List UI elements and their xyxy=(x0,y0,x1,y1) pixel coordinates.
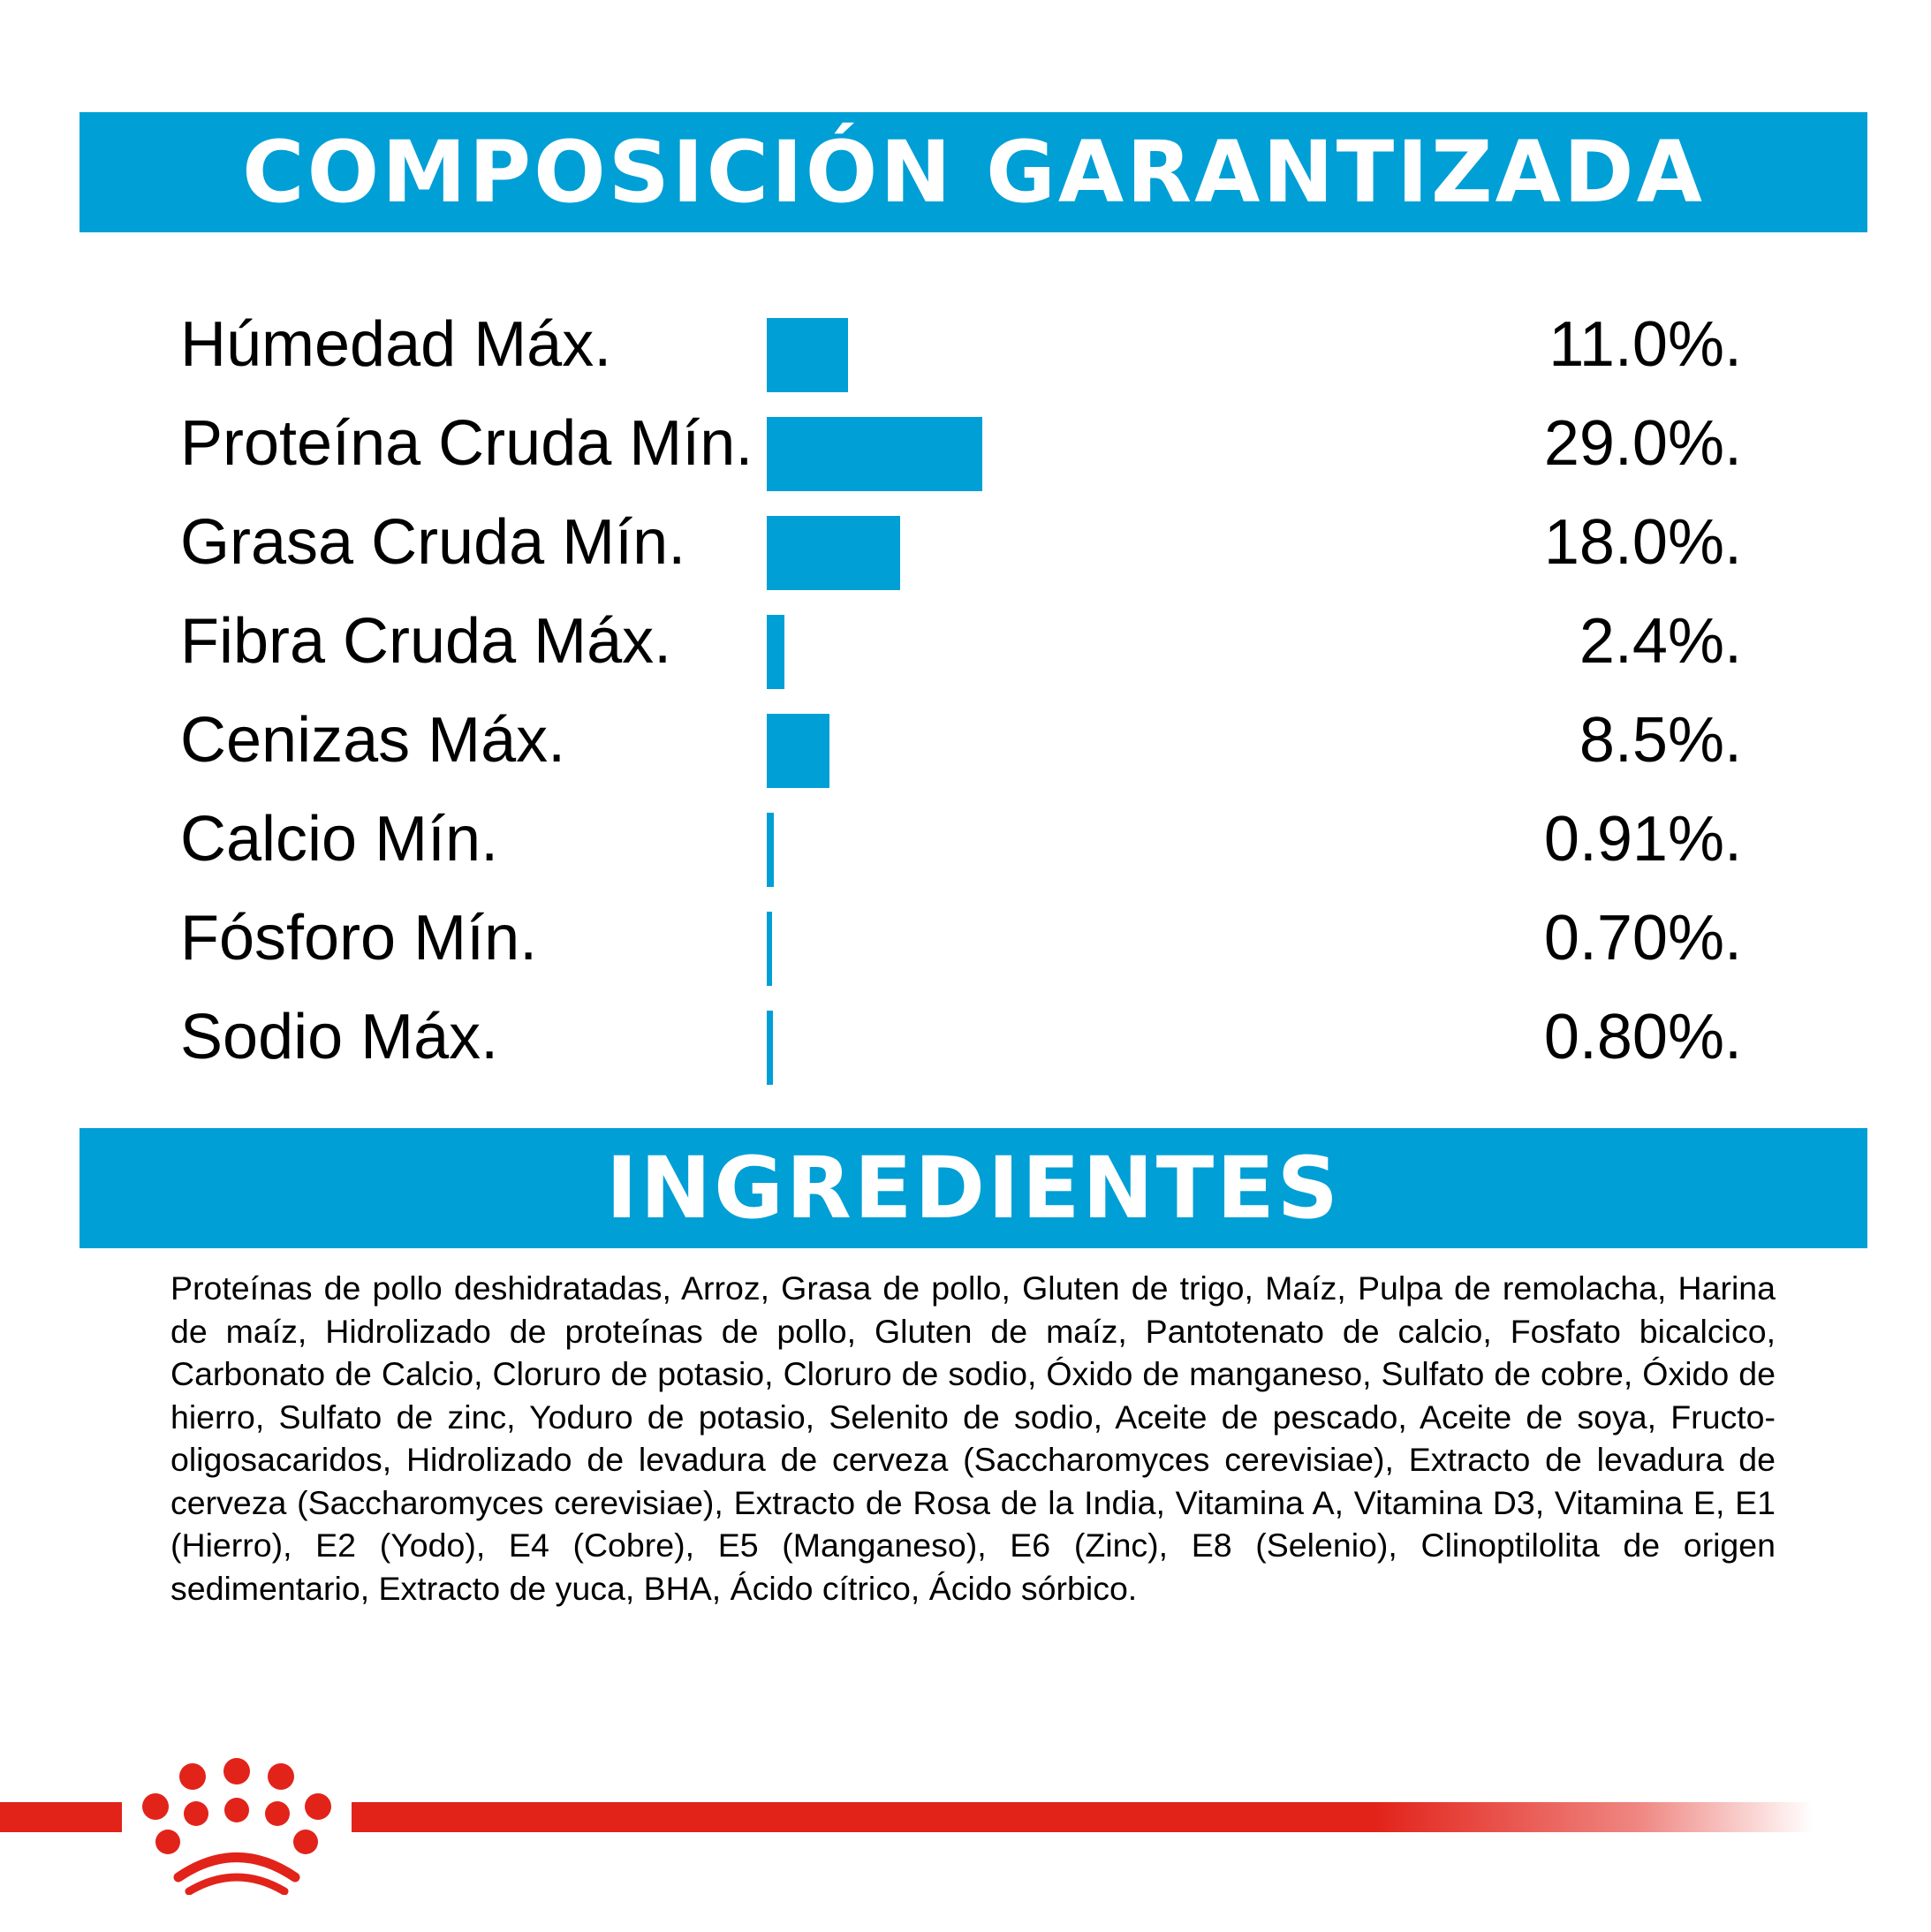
nutrient-bar xyxy=(767,318,849,392)
nutrient-value: 29.0%. xyxy=(1543,408,1742,479)
nutrient-row: Fósforo Mín. 0.70%. xyxy=(0,889,1931,988)
nutrient-label: Fibra Cruda Máx. xyxy=(180,606,672,677)
ingredients-header: INGREDIENTES xyxy=(80,1128,1867,1248)
nutrient-value: 18.0%. xyxy=(1543,507,1742,578)
nutrient-row: Proteína Cruda Mín. 29.0%. xyxy=(0,394,1931,493)
nutrient-label: Sodio Máx. xyxy=(180,1002,499,1072)
nutrient-value: 0.70%. xyxy=(1543,903,1742,974)
nutrient-value: 8.5%. xyxy=(1579,705,1742,776)
nutrient-row: Calcio Mín. 0.91%. xyxy=(0,790,1931,889)
royal-canin-crown-icon xyxy=(142,1758,331,1895)
nutrient-bar xyxy=(767,714,830,788)
nutrient-row: Húmedad Máx. 11.0%. xyxy=(0,295,1931,394)
nutrient-bar xyxy=(767,912,772,986)
ingredients-title: INGREDIENTES xyxy=(606,1139,1341,1238)
nutrient-value: 2.4%. xyxy=(1579,606,1742,677)
nutrient-bar xyxy=(767,615,785,689)
footer-stripe-right xyxy=(352,1802,1814,1832)
nutrient-label: Húmedad Máx. xyxy=(180,309,612,380)
nutrient-value: 0.80%. xyxy=(1543,1002,1742,1072)
nutrient-label: Proteína Cruda Mín. xyxy=(180,408,753,479)
nutrient-label: Fósforo Mín. xyxy=(180,903,538,974)
nutrient-row: Grasa Cruda Mín. 18.0%. xyxy=(0,493,1931,592)
nutrient-label: Grasa Cruda Mín. xyxy=(180,507,686,578)
nutrient-bar xyxy=(767,1011,773,1085)
composition-header: COMPOSICIÓN GARANTIZADA xyxy=(80,112,1867,232)
nutrient-row: Sodio Máx. 0.80%. xyxy=(0,988,1931,1087)
nutrient-value: 11.0%. xyxy=(1549,309,1742,380)
nutrient-label: Cenizas Máx. xyxy=(180,705,566,776)
nutrient-row: Cenizas Máx. 8.5%. xyxy=(0,691,1931,790)
nutrient-bar xyxy=(767,417,982,491)
footer-stripe-left xyxy=(0,1802,122,1832)
nutrient-bar xyxy=(767,813,774,887)
nutrient-bar xyxy=(767,516,901,590)
composition-title: COMPOSICIÓN GARANTIZADA xyxy=(242,123,1705,222)
nutrient-label: Calcio Mín. xyxy=(180,804,499,875)
nutrient-value: 0.91%. xyxy=(1543,804,1742,875)
nutrient-row: Fibra Cruda Máx. 2.4%. xyxy=(0,592,1931,691)
ingredients-text: Proteínas de pollo deshidratadas, Arroz,… xyxy=(170,1269,1776,1607)
